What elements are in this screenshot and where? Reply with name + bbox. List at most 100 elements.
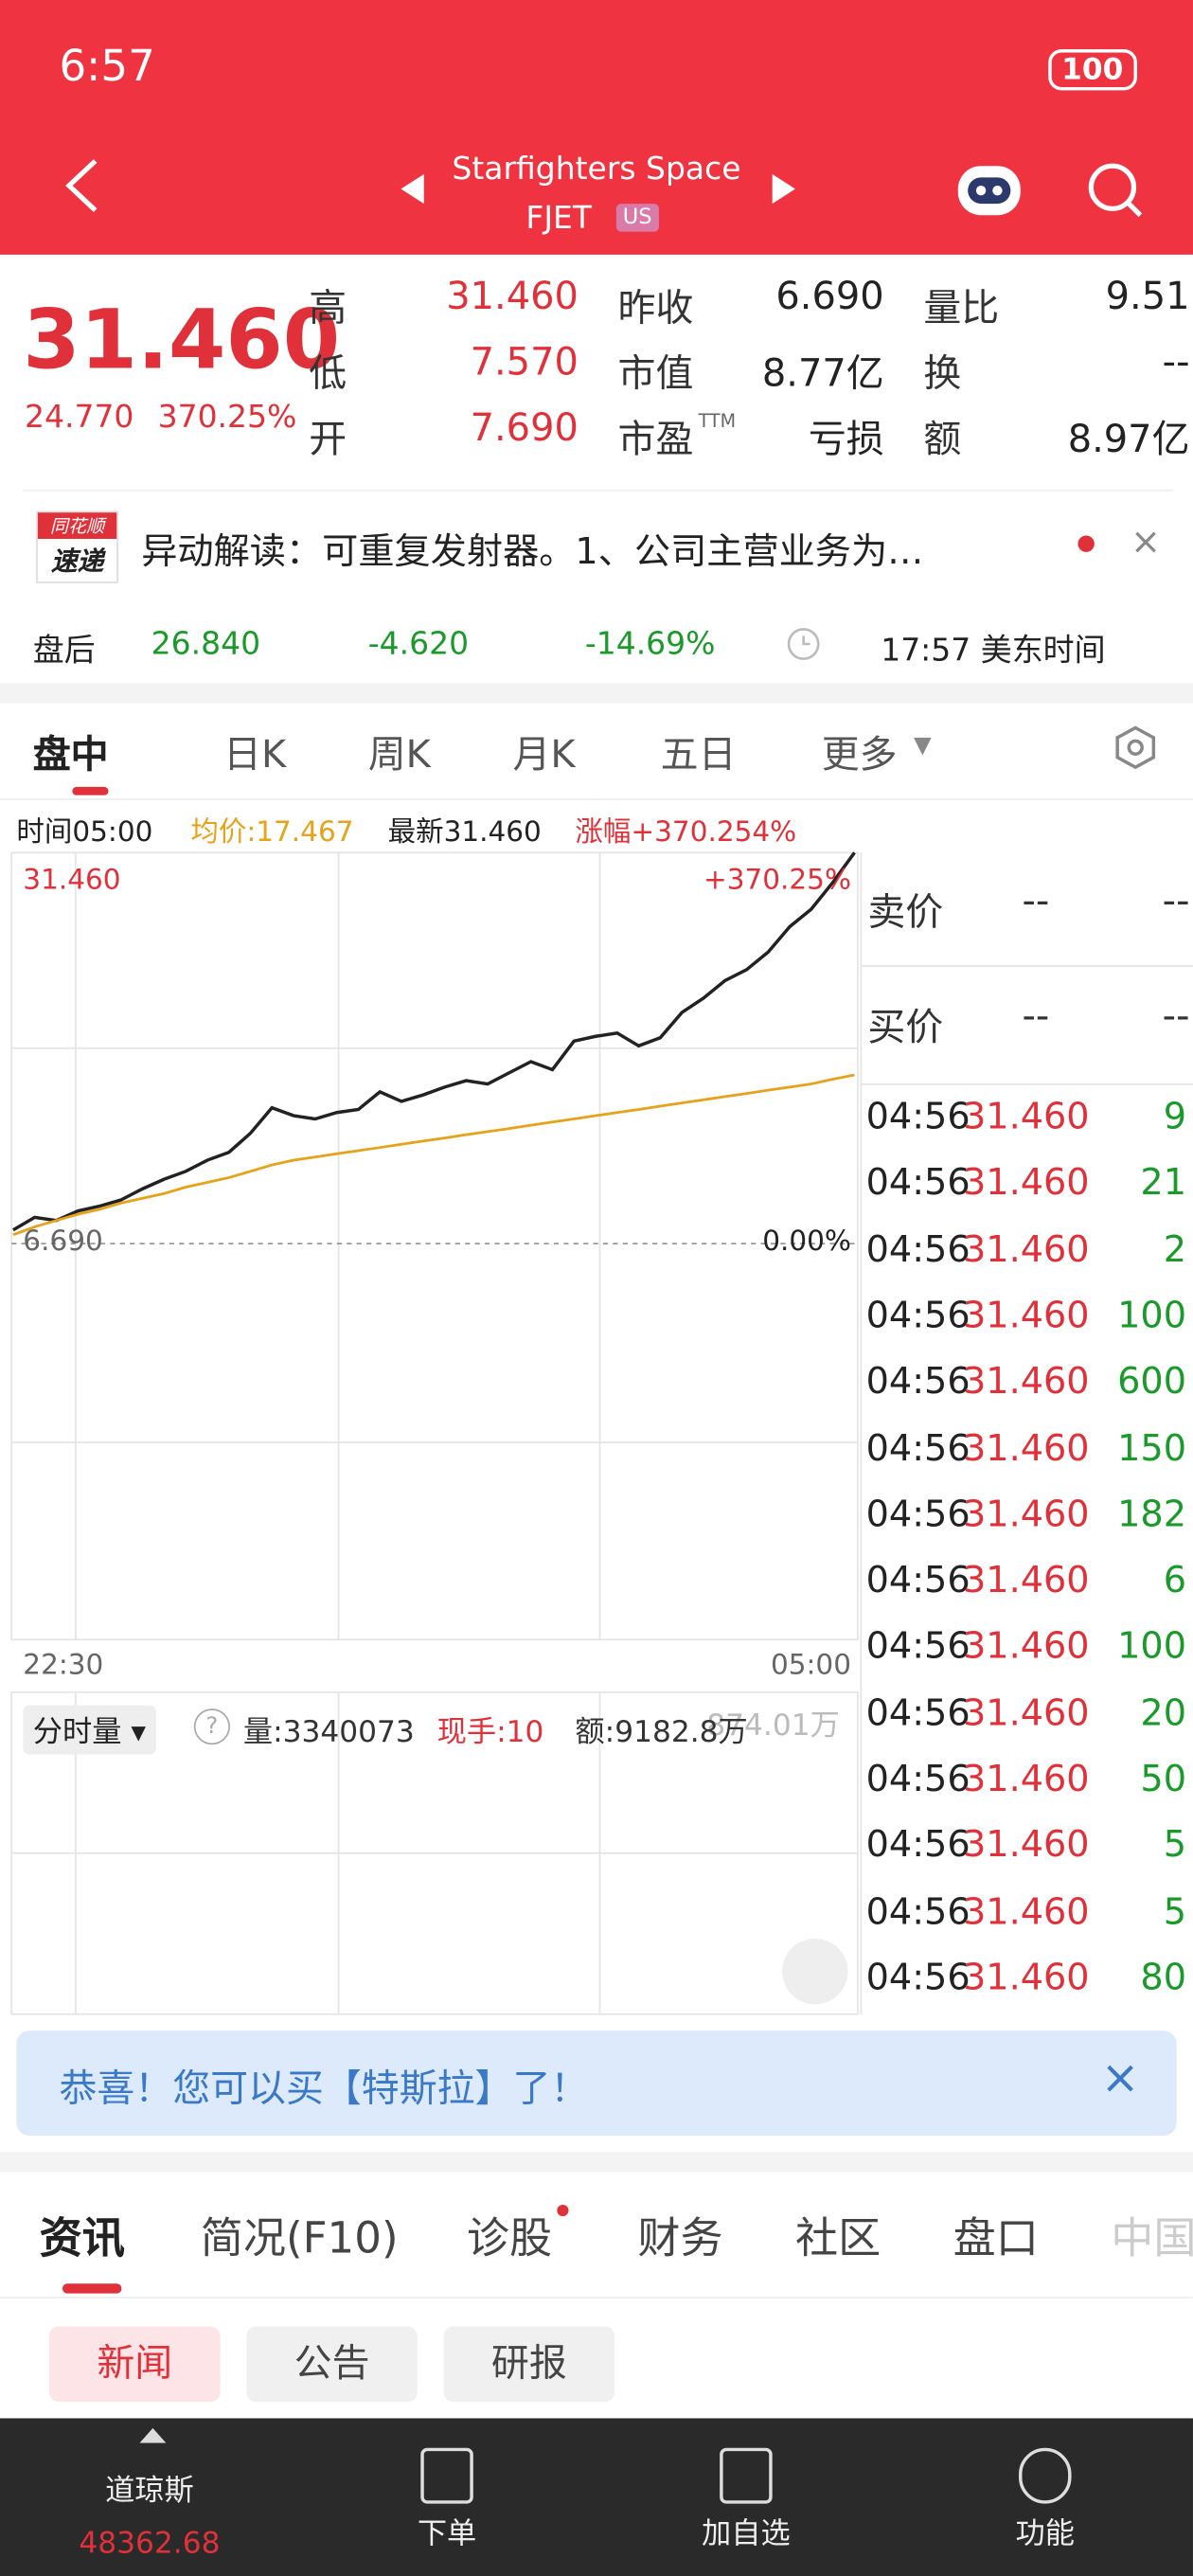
book-volume: -- — [1162, 880, 1190, 923]
stat-label: 额 — [923, 419, 962, 462]
dropdown-arrow: ▼ — [913, 732, 932, 760]
stat-value: -- — [1162, 341, 1190, 385]
trade-price: 31.460 — [963, 1097, 1090, 1139]
help-icon[interactable]: ? — [193, 1708, 230, 1745]
info-tab[interactable]: 简况(F10) — [200, 2214, 399, 2264]
trade-volume: 2 — [1163, 1229, 1187, 1271]
trade-volume: 6 — [1163, 1561, 1187, 1602]
bottom-nav — [0, 2418, 1193, 2576]
info-tab[interactable]: 中国 — [1111, 2214, 1193, 2264]
volume-selector[interactable]: 分时量 ▾ — [23, 1705, 156, 1755]
trade-time: 04:56 — [865, 1958, 970, 1999]
book-price: -- — [1022, 995, 1050, 1039]
period-tab[interactable]: 更多 — [821, 734, 898, 778]
stat-label: 昨收 — [617, 287, 694, 331]
ticker: FJET — [525, 200, 593, 237]
trade-price: 31.460 — [963, 1759, 1090, 1801]
info-last: 最新31.460 — [387, 816, 542, 850]
tab-indicator — [72, 786, 109, 796]
change: 24.770 — [25, 399, 134, 436]
change-pct: 370.25% — [157, 399, 297, 436]
trade-price: 31.460 — [963, 1825, 1090, 1868]
nav-item[interactable]: 加自选 — [702, 2516, 791, 2551]
banner-text[interactable]: 恭喜！您可以买【特斯拉】了！ — [59, 2067, 589, 2112]
trade-time: 04:56 — [865, 1296, 970, 1337]
after-pct: -14.69% — [584, 625, 716, 663]
info-tab[interactable]: 诊股 — [466, 2214, 553, 2264]
trade-time: 04:56 — [865, 1891, 970, 1934]
nav-item[interactable]: 下单 — [417, 2516, 477, 2551]
trade-volume: 9 — [1163, 1097, 1187, 1139]
trade-time: 04:56 — [865, 1759, 970, 1801]
settings-icon[interactable] — [1111, 723, 1160, 772]
search-icon[interactable] — [1084, 159, 1149, 224]
series-line — [12, 851, 856, 1232]
info-tab[interactable]: 资讯 — [39, 2214, 125, 2264]
spacer — [0, 683, 1193, 704]
stat-value: 7.690 — [470, 407, 579, 451]
intraday-chart — [10, 851, 1193, 2015]
info-tab[interactable]: 财务 — [637, 2214, 723, 2264]
trade-price: 31.460 — [963, 1891, 1090, 1934]
stat-label: 市值 — [617, 352, 694, 397]
stat-label: 低 — [309, 352, 347, 397]
info-pct: 涨幅+370.254% — [575, 816, 797, 850]
stat-label: 市盈 — [617, 419, 694, 462]
index-name[interactable]: 道琼斯 — [105, 2474, 194, 2509]
book-label: 卖价 — [867, 891, 944, 936]
x-start-label: 22:30 — [23, 1649, 104, 1683]
x-end-label: 05:00 — [770, 1649, 851, 1683]
clock: 6:57 — [59, 43, 155, 93]
sub-tab[interactable]: 新闻 — [49, 2326, 221, 2403]
trade-price: 31.460 — [963, 1229, 1090, 1271]
stat-value: 亏损 — [808, 419, 884, 462]
volume-hand: 现手:10 — [436, 1715, 544, 1750]
stat-label: 换 — [923, 352, 962, 397]
unread-dot — [1077, 535, 1095, 552]
news-text[interactable]: 异动解读：可重复发射器。1、公司主营业务为… — [141, 532, 924, 574]
volume-amount: 额:9182.8万 — [575, 1715, 748, 1750]
divider — [23, 489, 1174, 492]
sub-tab[interactable]: 公告 — [246, 2326, 418, 2403]
period-tab[interactable]: 周K — [367, 734, 431, 778]
stat-value: 8.77亿 — [761, 352, 884, 397]
period-tab[interactable]: 盘中 — [32, 734, 109, 778]
info-tab[interactable]: 社区 — [794, 2214, 881, 2264]
period-tab[interactable]: 月K — [512, 734, 576, 778]
nav-icon — [1019, 2447, 1072, 2504]
sub-tab[interactable]: 研报 — [443, 2326, 615, 2403]
series-line — [12, 1073, 855, 1237]
trade-time: 04:56 — [865, 1494, 970, 1536]
close-news[interactable]: × — [1131, 522, 1162, 564]
stat-value: 9.51 — [1105, 276, 1190, 319]
volume-faint: 874.01万 — [706, 1708, 840, 1744]
tab-indicator — [62, 2283, 122, 2294]
info-tab[interactable]: 盘口 — [953, 2214, 1039, 2264]
trade-time: 04:56 — [865, 1825, 970, 1868]
trade-time: 04:56 — [865, 1627, 970, 1669]
price: 31.460 — [23, 292, 341, 388]
nav-item[interactable]: 功能 — [1015, 2516, 1076, 2551]
stat-value: 31.460 — [446, 276, 579, 319]
book-price: -- — [1022, 880, 1050, 923]
info-avg: 均价:17.467 — [190, 816, 354, 850]
after-change: -4.620 — [367, 625, 470, 663]
trade-price: 31.460 — [963, 1627, 1090, 1669]
fullscreen-button[interactable] — [782, 1938, 848, 2005]
trade-price: 31.460 — [963, 1958, 1090, 1999]
close-banner[interactable]: × — [1100, 2049, 1140, 2105]
trade-volume: 5 — [1163, 1891, 1187, 1934]
trade-volume: 50 — [1140, 1759, 1187, 1801]
stat-label: 量比 — [923, 287, 1000, 331]
trade-volume: 20 — [1140, 1692, 1187, 1735]
banner — [16, 2030, 1177, 2137]
period-tab[interactable]: 五日 — [660, 734, 737, 778]
ttm-sup: TTM — [698, 410, 737, 433]
trade-time: 04:56 — [865, 1692, 970, 1735]
stat-label: 开 — [309, 419, 347, 462]
back-button[interactable] — [59, 156, 108, 222]
trade-price: 31.460 — [963, 1362, 1090, 1404]
robot-icon[interactable] — [953, 156, 1025, 222]
trade-time: 04:56 — [865, 1163, 970, 1206]
period-tab[interactable]: 日K — [223, 734, 287, 778]
